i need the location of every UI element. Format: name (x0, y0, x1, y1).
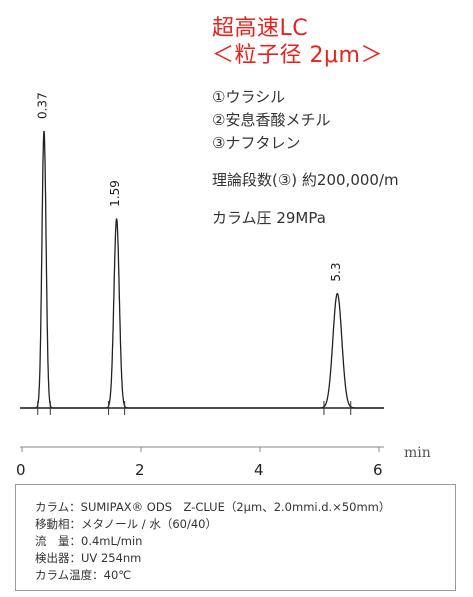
x-tick-label-0: 0 (16, 461, 26, 479)
peak-1-label: 0.37 (36, 92, 50, 119)
condition-temperature: カラム温度：40℃ (35, 568, 132, 582)
condition-detector: 検出器：UV 254nm (35, 551, 142, 565)
chart-title-line1: 超高速LC (212, 16, 309, 41)
peak-markers (37, 401, 352, 415)
compound-1-label: ①ウラシル (212, 88, 286, 106)
conditions-box: カラム：SUMIPAX® ODS Z-CLUE（2μm、2.0mmi.d.×50… (15, 484, 456, 591)
x-axis-ticks (21, 447, 380, 452)
compound-3-label: ③ナフタレン (212, 134, 301, 152)
compound-2-label: ②安息香酸メチル (212, 111, 331, 129)
x-tick-label-2: 2 (135, 461, 145, 479)
x-tick-label-4: 4 (254, 461, 264, 479)
theoretical-plates-text: 理論段数(③) 約200,000/m (212, 171, 399, 189)
peak-3-label: 5.3 (329, 263, 343, 282)
peak-2-label: 1.59 (108, 180, 122, 207)
column-pressure-text: カラム圧 29MPa (212, 209, 326, 227)
condition-flow-rate: 流 量：0.4mL/min (35, 534, 143, 548)
condition-column: カラム：SUMIPAX® ODS Z-CLUE（2μm、2.0mmi.d.×50… (35, 500, 391, 514)
condition-mobile-phase: 移動相：メタノール / 水（60/40） (35, 517, 217, 531)
x-tick-label-6: 6 (373, 461, 383, 479)
chromatogram: 0.37 1.59 5.3 (20, 92, 384, 452)
peak-labels: 0.37 1.59 5.3 (36, 92, 343, 281)
chart-title-line2: ＜粒子径 2μm＞ (212, 43, 383, 68)
x-axis-unit: min (404, 445, 431, 461)
